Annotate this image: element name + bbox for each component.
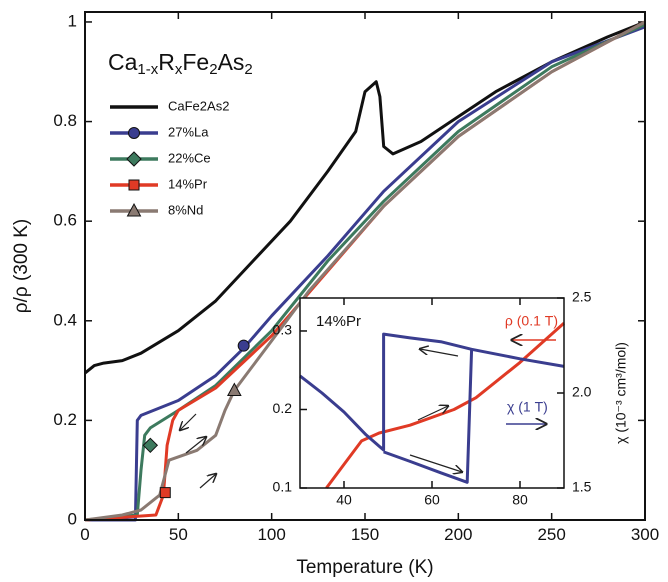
title-part: Ca xyxy=(108,49,138,75)
title-part: 2 xyxy=(244,61,252,78)
plot: 40 60 80 0.1 0.2 0.3 1.5 2.0 2.5 xyxy=(273,289,592,508)
legend-label: 22%Ce xyxy=(168,150,211,165)
y2-tick-label: 2.5 xyxy=(572,289,592,305)
arrow xyxy=(185,437,206,454)
x-tick-label: 300 xyxy=(631,525,659,544)
y2-tick-label: 1.5 xyxy=(572,479,592,495)
x-tick-label: 250 xyxy=(537,525,565,544)
arrow xyxy=(180,413,197,430)
y-tick-label: 0.3 xyxy=(273,322,293,338)
series-line xyxy=(84,20,646,522)
chart-title: Ca1-xRxFe2As2 xyxy=(108,49,253,78)
y-tick-label: 0.1 xyxy=(273,479,293,495)
y-tick-label: 0.2 xyxy=(53,410,77,429)
y-tick-label: 0.2 xyxy=(273,400,293,416)
x-tick-label: 200 xyxy=(444,525,472,544)
arrow xyxy=(199,474,216,489)
y-tick-label: 1 xyxy=(68,11,77,30)
marker xyxy=(128,127,140,139)
y-tick-label: 0 xyxy=(68,509,77,528)
series-line xyxy=(84,23,646,522)
legend-label: 8%Nd xyxy=(168,202,203,217)
series-line xyxy=(325,321,565,489)
y-axis-label: ρ/ρ (300 K) xyxy=(11,219,32,313)
series-line xyxy=(299,332,565,484)
y-tick-label: 0.6 xyxy=(53,211,77,230)
arrow xyxy=(420,349,459,357)
arrow xyxy=(409,454,462,472)
y-tick-label: 0.8 xyxy=(53,111,77,130)
title-part: As xyxy=(218,49,245,75)
x-tick-label: 60 xyxy=(424,491,440,507)
marker xyxy=(126,151,142,167)
x-tick-label: 100 xyxy=(257,525,285,544)
plot: 0 50 100 150 200 250 300 0 0.2 0.4 0.6 0.8 1 xyxy=(53,11,659,544)
title-part: x xyxy=(175,61,183,78)
legend-label: 14%Pr xyxy=(168,176,208,191)
marker xyxy=(159,487,171,499)
marker xyxy=(126,202,142,217)
x-tick-label: 0 xyxy=(80,525,89,544)
marker xyxy=(142,437,159,454)
y2-axis-label: χ (10⁻³ cm³/mol) xyxy=(613,342,629,444)
x-tick-label: 40 xyxy=(336,491,352,507)
inset-label: 14%Pr xyxy=(316,313,361,330)
y2-tick-label: 2.0 xyxy=(572,384,592,400)
plot-background xyxy=(300,298,564,488)
y-tick-label: 0.4 xyxy=(53,310,77,329)
marker xyxy=(237,339,250,352)
marker xyxy=(128,179,140,191)
x-axis-label: Temperature (K) xyxy=(296,557,433,578)
legend-label: CaFe2As2 xyxy=(168,98,229,113)
annotation: ρ (0.1 T) xyxy=(505,313,558,329)
legend-label: 27%La xyxy=(168,124,209,139)
plot-frame xyxy=(84,11,646,521)
arrow xyxy=(417,406,448,421)
series-line xyxy=(84,20,646,375)
x-tick-label: 80 xyxy=(512,491,528,507)
x-tick-label: 150 xyxy=(351,525,379,544)
annotation: χ (1 T) xyxy=(507,399,548,415)
title-part: 1-x xyxy=(137,61,158,78)
title-part: Fe xyxy=(182,49,209,75)
title-part: 2 xyxy=(209,61,217,78)
title-part: R xyxy=(158,49,175,75)
x-tick-label: 50 xyxy=(169,525,188,544)
plot-frame xyxy=(299,297,565,489)
marker xyxy=(226,382,242,397)
